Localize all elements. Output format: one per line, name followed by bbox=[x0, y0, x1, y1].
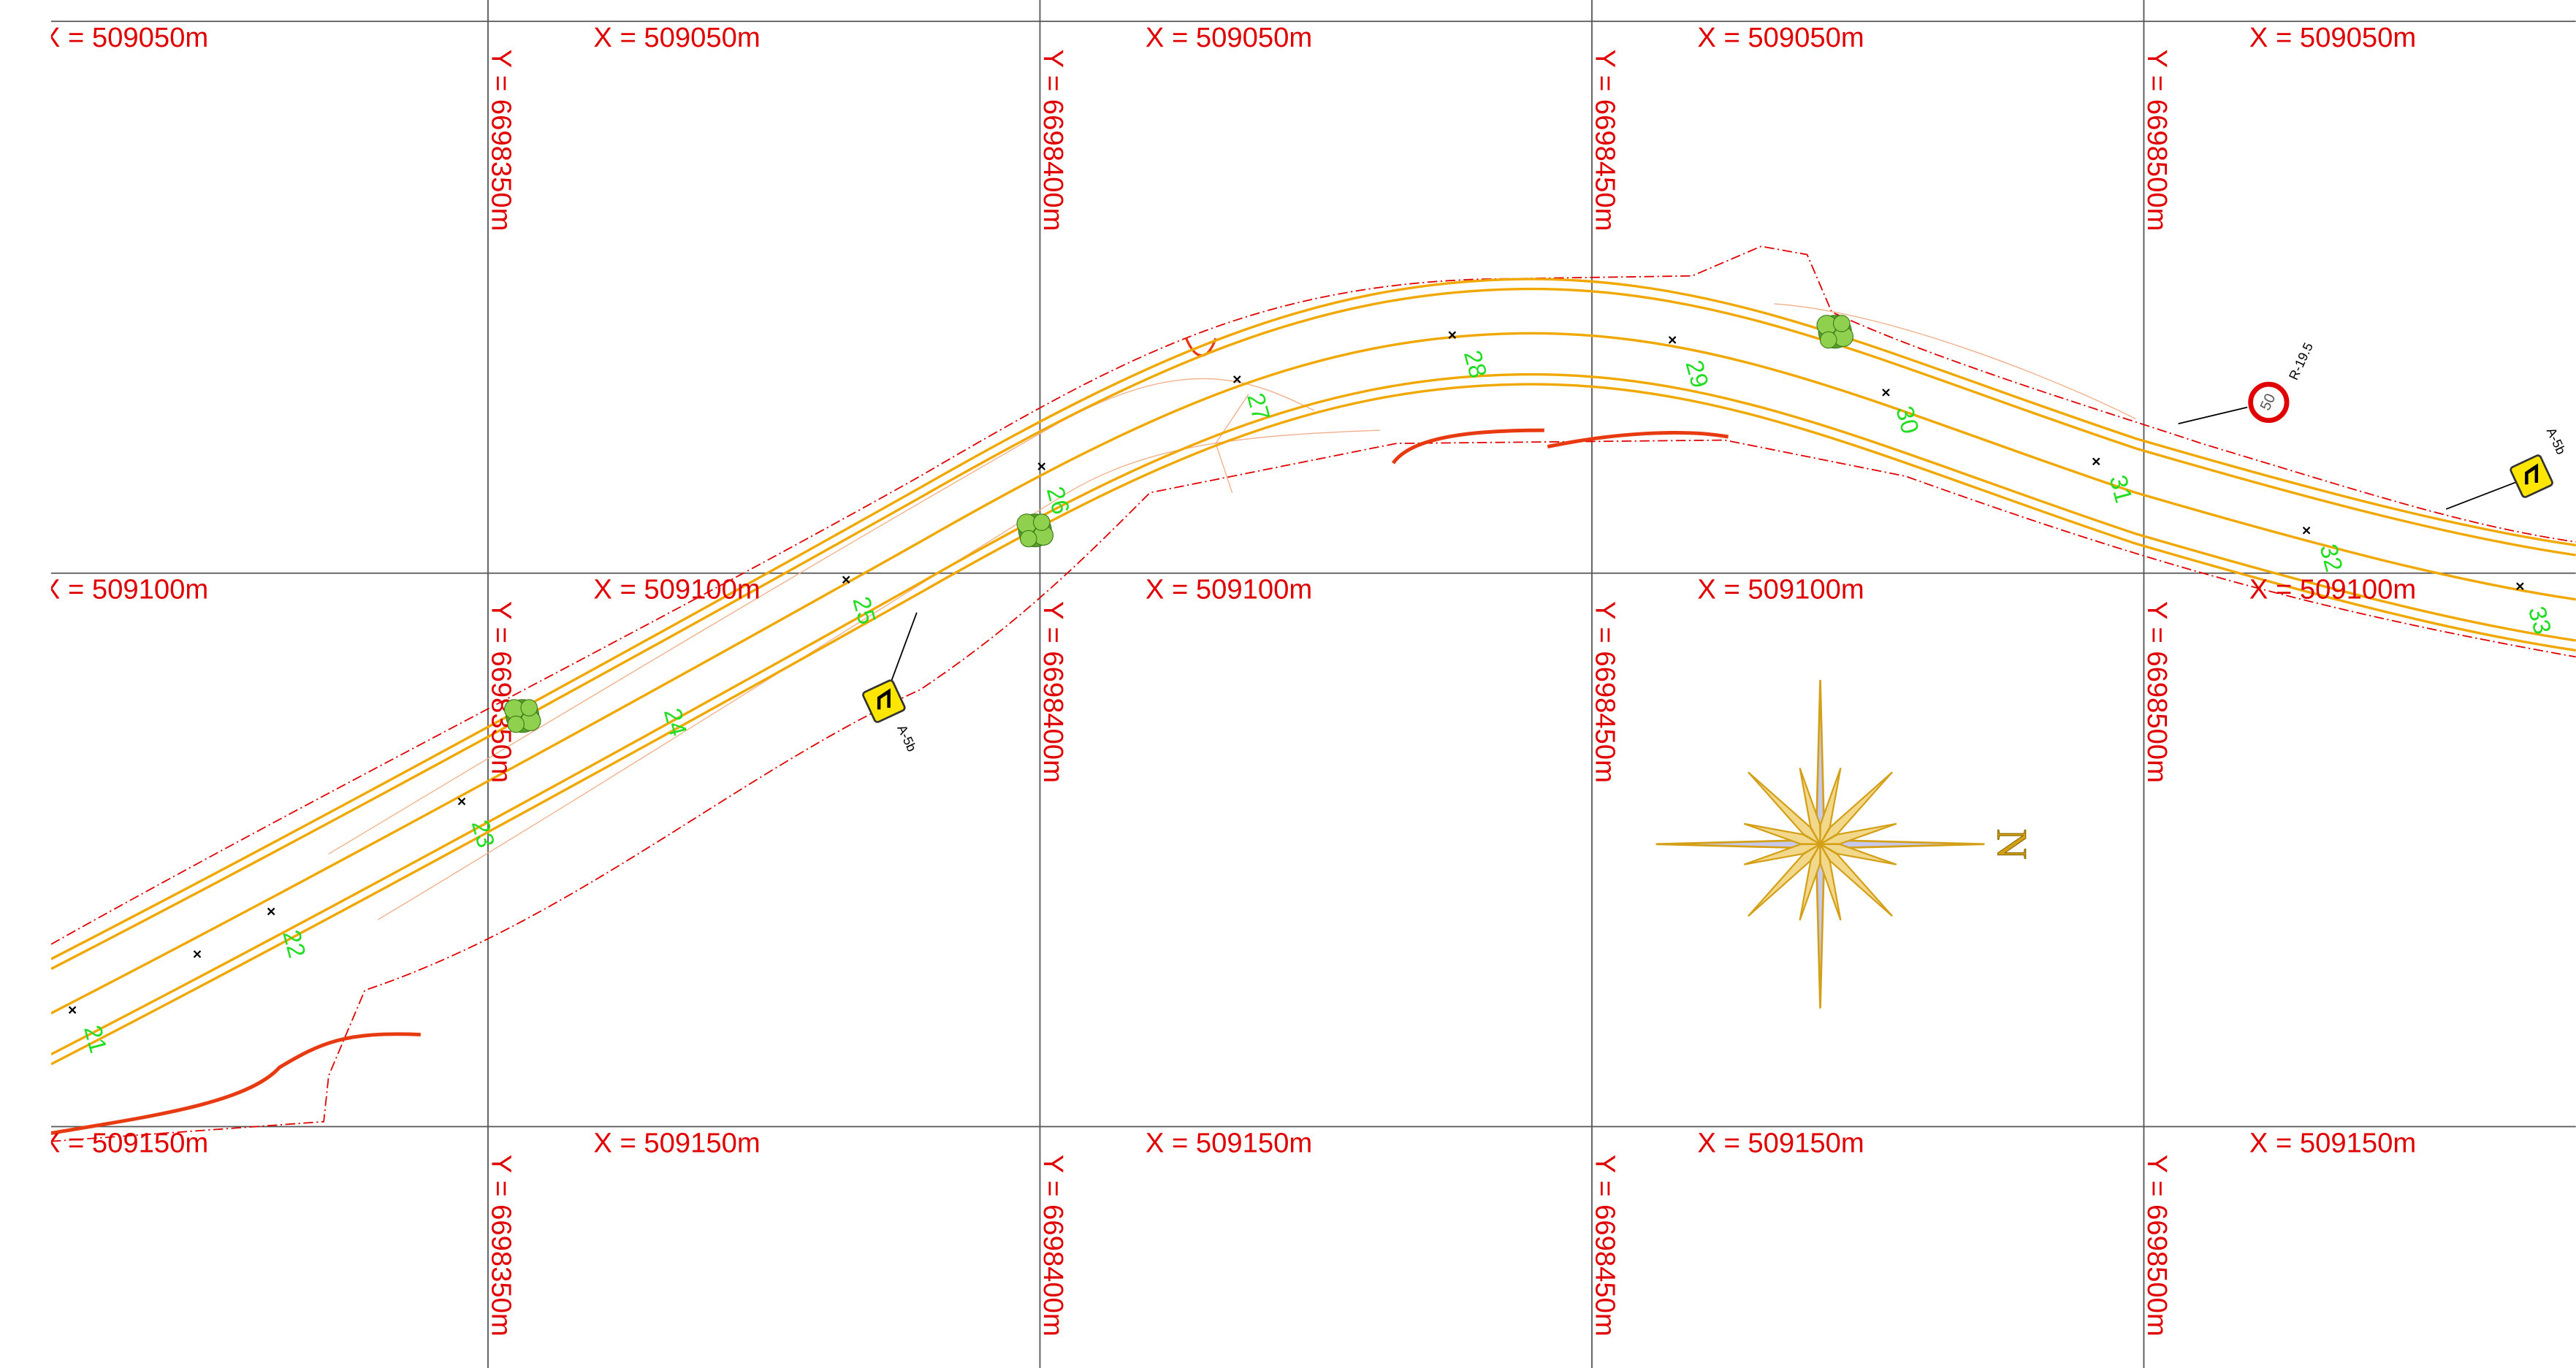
easting-label: X = 509100m bbox=[42, 574, 208, 605]
tree-crown bbox=[507, 715, 525, 733]
northing-label: Y = 6698450m bbox=[1590, 601, 1621, 783]
sign-code: A-5b bbox=[2544, 425, 2569, 456]
station-label: 25 bbox=[847, 594, 880, 627]
sign-plate bbox=[862, 679, 906, 723]
sign-code: A-5b bbox=[894, 722, 919, 754]
northing-label: Y = 6698350m bbox=[486, 1155, 517, 1337]
station-tick bbox=[1037, 462, 1046, 470]
station-label: 27 bbox=[1241, 390, 1275, 424]
easting-label: X = 509150m bbox=[2249, 1127, 2416, 1158]
tree-crown bbox=[520, 699, 538, 717]
road bbox=[50, 278, 2576, 1066]
station-tick bbox=[2092, 457, 2100, 466]
sign-symbol bbox=[877, 688, 891, 710]
northing-label: Y = 6698400m bbox=[1037, 1155, 1069, 1337]
north-label: N bbox=[1988, 829, 2035, 860]
sign-leader bbox=[2178, 406, 2248, 424]
station-tick bbox=[193, 950, 202, 958]
easting-label: X = 509050m bbox=[593, 22, 760, 53]
northing-label: Y = 6698500m bbox=[2141, 601, 2173, 783]
tree-crown bbox=[1819, 331, 1837, 349]
station-label: 22 bbox=[277, 927, 310, 960]
tree bbox=[1016, 513, 1054, 548]
sign-code: R-19.5 bbox=[2286, 340, 2316, 382]
easting-label: X = 509100m bbox=[593, 574, 760, 605]
station-label: 29 bbox=[1680, 357, 1713, 391]
warning-sign: A-5b bbox=[2445, 425, 2569, 510]
station-tick bbox=[2516, 582, 2524, 591]
easting-label: X = 509050m bbox=[1697, 22, 1864, 53]
easting-label: X = 509150m bbox=[1697, 1127, 1864, 1158]
drawing: X = 509050m X = 509050m X = 509050m X = 509… bbox=[42, 0, 2576, 1368]
easting-label: X = 509150m bbox=[42, 1127, 208, 1158]
warning-sign: A-5b bbox=[862, 612, 919, 754]
station-tick bbox=[1882, 389, 1890, 397]
station-label: 31 bbox=[2104, 472, 2138, 505]
sign-plate bbox=[2248, 381, 2290, 423]
station-label: 32 bbox=[2314, 541, 2347, 575]
terrain bbox=[328, 303, 2136, 920]
compass-point bbox=[1819, 822, 1897, 845]
northing-label: Y = 6698500m bbox=[2141, 1155, 2173, 1337]
station-tick bbox=[1448, 331, 1457, 339]
station-tick bbox=[457, 797, 466, 806]
sign-plate bbox=[2510, 454, 2553, 498]
station-label: 30 bbox=[1890, 403, 1924, 437]
northing-label: Y = 6698350m bbox=[486, 601, 517, 783]
compass-rose: N bbox=[1655, 679, 2036, 1009]
station-label: 24 bbox=[658, 706, 692, 739]
northing-label: Y = 6698400m bbox=[1037, 49, 1069, 231]
northing-label: Y = 6698400m bbox=[1037, 601, 1069, 783]
speed-sign: 50R-19.5 bbox=[2178, 340, 2316, 424]
boundary bbox=[50, 245, 2576, 1142]
grid-lines bbox=[50, 0, 2576, 1368]
sign-symbol bbox=[2525, 463, 2539, 485]
road-edge bbox=[50, 278, 2576, 960]
red-curves bbox=[50, 337, 1729, 1135]
northing-label: Y = 6698450m bbox=[1590, 1155, 1621, 1337]
road-edge bbox=[50, 372, 2576, 1056]
road-edge bbox=[50, 287, 2576, 971]
northing-label: Y = 6698500m bbox=[2141, 49, 2173, 231]
station-label: 23 bbox=[466, 817, 500, 851]
station-tick bbox=[68, 1006, 77, 1014]
easting-label: X = 509100m bbox=[2249, 574, 2416, 605]
station-tick bbox=[842, 576, 850, 584]
road-edge bbox=[50, 383, 2576, 1066]
station-tick bbox=[2302, 526, 2311, 535]
tree bbox=[1816, 315, 1854, 349]
station-label: 33 bbox=[2523, 603, 2556, 637]
station-label: 21 bbox=[78, 1023, 112, 1056]
station-tick bbox=[1668, 336, 1677, 344]
easting-label: X = 509150m bbox=[593, 1127, 760, 1158]
tree-crown bbox=[1032, 513, 1051, 531]
easting-label: X = 509100m bbox=[1146, 574, 1312, 605]
easting-label: X = 509050m bbox=[42, 22, 208, 53]
northing-label: Y = 6698450m bbox=[1590, 49, 1621, 231]
easting-label: X = 509050m bbox=[2249, 22, 2416, 53]
station-tick bbox=[267, 907, 275, 916]
tree bbox=[503, 699, 541, 733]
tree-crown bbox=[1019, 530, 1037, 548]
easting-label: X = 509150m bbox=[1146, 1127, 1312, 1158]
station-tick bbox=[1233, 375, 1241, 383]
easting-label: X = 509100m bbox=[1697, 574, 1864, 605]
northing-label: Y = 6698350m bbox=[486, 49, 517, 231]
tree-crown bbox=[1832, 315, 1851, 332]
easting-label: X = 509050m bbox=[1146, 22, 1312, 53]
